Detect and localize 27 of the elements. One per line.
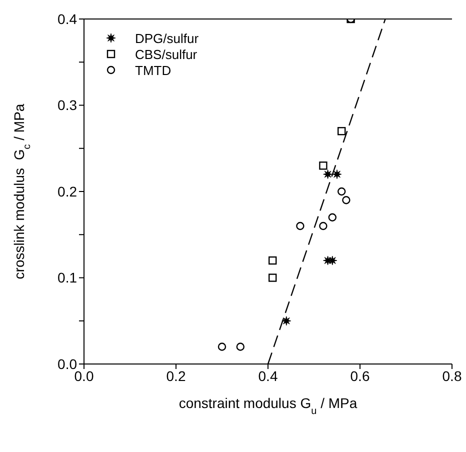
legend-label: TMTD bbox=[135, 62, 172, 78]
point bbox=[268, 274, 277, 282]
point bbox=[328, 256, 338, 266]
point bbox=[268, 256, 277, 265]
point bbox=[282, 316, 292, 326]
y-tick-label: 0.4 bbox=[58, 10, 78, 27]
point bbox=[319, 222, 328, 230]
point bbox=[338, 187, 346, 196]
point bbox=[319, 162, 328, 170]
x-tick-label: 0.2 bbox=[166, 368, 186, 384]
x-tick-label: 0.6 bbox=[350, 368, 370, 384]
point bbox=[332, 170, 342, 179]
legend-label: DPG/sulfur bbox=[135, 30, 199, 46]
y-tick-label: 0.2 bbox=[58, 183, 78, 200]
point bbox=[218, 342, 226, 351]
x-axis-title: constraint modulus G$_{u}$ / MPa bbox=[178, 395, 358, 416]
legend-label: CBS/sulfur bbox=[135, 46, 198, 62]
point bbox=[338, 127, 346, 136]
x-tick-label: 0.4 bbox=[258, 368, 278, 384]
point bbox=[342, 196, 350, 204]
y-tick-label: 0.1 bbox=[58, 270, 78, 286]
y-tick-label: 0.3 bbox=[58, 97, 78, 114]
point bbox=[328, 213, 336, 222]
point bbox=[296, 222, 304, 230]
point bbox=[323, 170, 333, 179]
point bbox=[236, 342, 244, 351]
x-tick-label: 0.8 bbox=[442, 368, 462, 384]
